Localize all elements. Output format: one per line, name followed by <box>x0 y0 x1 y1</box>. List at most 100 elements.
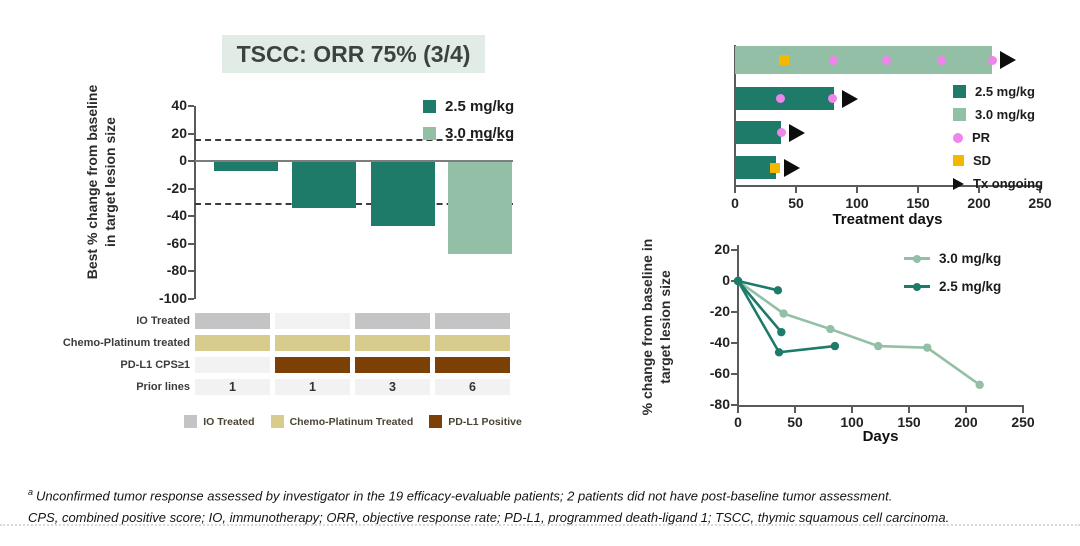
spider-x-tick-label: 0 <box>734 414 742 430</box>
tx-ongoing-icon <box>784 158 801 177</box>
waterfall-y-tick-label: -40 <box>166 207 187 224</box>
legend-label: 2.5 mg/kg <box>939 279 1002 294</box>
spider-y-axis-label: % change from baseline in target lesion … <box>639 238 673 416</box>
sd-icon <box>953 155 964 166</box>
swimmer-y-axis <box>734 45 736 186</box>
spider-x-tick <box>1022 407 1024 413</box>
spider-x-tick <box>737 407 739 413</box>
swimmer-x-tick-label: 200 <box>967 195 991 211</box>
legend-label: SD <box>973 153 992 168</box>
spider-series-line <box>737 279 779 292</box>
legend-line-dot <box>913 254 921 263</box>
waterfall-y-tick-label: -80 <box>166 262 187 279</box>
legend-item: 3.0 mg/kg <box>904 251 1001 266</box>
waterfall-reference-line <box>195 139 513 142</box>
spider-lines <box>733 276 984 390</box>
table-row: Prior lines 1 1 3 6 <box>0 379 510 395</box>
swimmer-x-tick <box>734 187 736 193</box>
table-legend-label: PD-L1 Positive <box>448 415 522 428</box>
pr-marker <box>775 94 785 103</box>
spider-data-point <box>830 341 840 351</box>
swimmer-x-tick-label: 100 <box>845 195 869 211</box>
spider-y-tick-label: 0 <box>722 272 730 288</box>
spider-data-point <box>733 276 743 286</box>
table-legend-swatch <box>270 415 284 428</box>
spider-series-line <box>737 279 981 386</box>
table-legend-item: PD-L1 Positive <box>429 415 522 428</box>
tx-ongoing-icon <box>1000 51 1017 69</box>
spider-y-axis <box>737 245 739 406</box>
bottom-divider <box>0 524 1080 526</box>
table-cell <box>355 335 430 351</box>
swimmer-x-axis <box>734 185 1041 187</box>
table-cell <box>195 335 270 351</box>
table-row-label: Prior lines <box>136 381 190 393</box>
legend-item: 3.0 mg/kg <box>423 125 514 142</box>
waterfall-y-tick <box>188 132 194 135</box>
legend-item: SD <box>953 153 1043 168</box>
swimmer-bar <box>735 156 777 179</box>
spider-y-tick-label: 20 <box>714 241 730 257</box>
spider-y-tick <box>731 373 737 375</box>
spider-x-tick <box>965 407 967 413</box>
spider-x-tick-label: 50 <box>787 414 803 430</box>
footnote-line-1: a Unconfirmed tumor response assessed by … <box>28 487 893 504</box>
table-cell <box>195 313 270 329</box>
table-cell: 6 <box>435 379 510 395</box>
spider-data-point <box>777 327 786 337</box>
tx-ongoing-icon <box>953 177 964 190</box>
table-row-label: PD-L1 CPS≥1 <box>120 359 190 371</box>
waterfall-y-tick-label: 20 <box>171 124 187 141</box>
table-cell <box>195 357 270 373</box>
footnote-line-2: CPS, combined positive score; IO, immuno… <box>28 510 950 526</box>
table-legend-item: Chemo-Platinum Treated <box>270 415 414 428</box>
swimmer-x-tick <box>795 187 797 193</box>
sd-marker <box>770 162 781 173</box>
spider-y-tick <box>731 249 737 251</box>
patient-table-legend: IO Treated Chemo-Platinum Treated PD-L1 Po… <box>184 415 522 428</box>
swimmer-x-tick-label: 250 <box>1028 195 1052 211</box>
swimmer-x-axis-label: Treatment days <box>832 211 943 228</box>
waterfall-bar <box>448 162 512 254</box>
sd-marker <box>778 55 789 65</box>
table-legend-label: Chemo-Platinum Treated <box>289 415 414 428</box>
swimmer-x-tick-label: 50 <box>788 195 804 211</box>
legend-item: Tx ongoing <box>953 176 1043 191</box>
waterfall-y-axis-label: Best % change from baseline in target le… <box>84 84 118 280</box>
footnote-marker: a <box>28 487 34 497</box>
waterfall-bar <box>292 162 356 208</box>
swimmer-legend: 2.5 mg/kg 3.0 mg/kg PR SD Tx ongoing <box>953 84 1043 191</box>
spider-y-tick-label: -60 <box>709 365 730 381</box>
swimmer-bar <box>735 46 993 74</box>
pr-marker <box>881 55 891 65</box>
tx-ongoing-icon <box>841 89 858 108</box>
footnotes: a Unconfirmed tumor response assessed by … <box>28 481 949 529</box>
waterfall-y-tick <box>188 215 194 218</box>
2.5 mg/kg-swatch <box>953 85 966 98</box>
spider-series-line <box>737 280 783 333</box>
table-cell <box>275 313 350 329</box>
spider-data-point <box>774 348 784 357</box>
spider-x-axis-label: Days <box>862 428 899 445</box>
pr-marker <box>829 55 839 65</box>
legend-label: 2.5 mg/kg <box>975 84 1035 99</box>
spider-data-point <box>773 286 783 295</box>
spider-x-tick-label: 200 <box>954 414 978 430</box>
table-cell <box>435 313 510 329</box>
pr-marker <box>936 55 946 65</box>
legend-label: 3.0 mg/kg <box>975 107 1035 122</box>
waterfall-y-tick <box>188 298 194 300</box>
spider-y-tick-label: -40 <box>709 334 730 350</box>
waterfall-bar <box>371 162 435 226</box>
legend-label: PR <box>972 130 991 145</box>
legend-line-swatch <box>904 282 930 291</box>
spider-legend: 3.0 mg/kg 2.5 mg/kg <box>904 251 1001 294</box>
waterfall-y-tick <box>188 160 194 163</box>
waterfall-legend: 2.5 mg/kg 3.0 mg/kg <box>423 98 514 142</box>
table-cell <box>355 357 430 373</box>
waterfall-y-tick-label: -20 <box>166 179 187 196</box>
table-cell <box>435 357 510 373</box>
pr-marker <box>828 94 838 103</box>
legend-label: Tx ongoing <box>973 176 1044 191</box>
table-cell <box>275 357 350 373</box>
